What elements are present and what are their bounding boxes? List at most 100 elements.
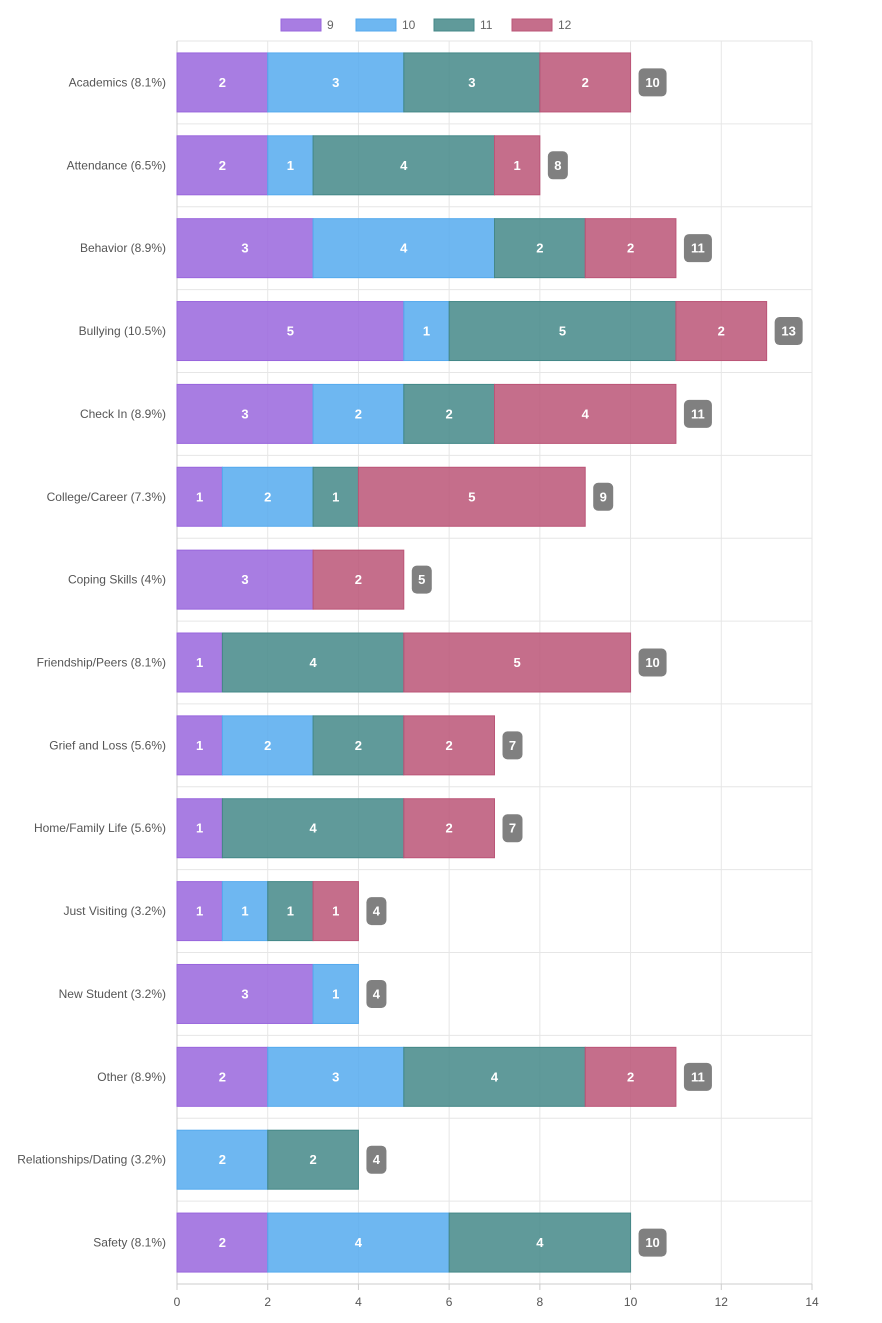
legend-swatch-10 (355, 18, 397, 32)
bar-segment-9 (176, 963, 314, 1024)
bar-segment-12 (403, 632, 632, 693)
category-label: Bullying (10.5%) (79, 324, 166, 338)
bars: 2 3 3 2 102 1 4 1 83 4 2 2 115 1 5 2 133 2 2 4 111 2 1 5 93 2 51 4 5… (176, 52, 803, 1273)
segment-value-label: 5 (468, 489, 475, 504)
bar-segment-11 (312, 466, 359, 527)
segment-value-label: 2 (264, 489, 271, 504)
x-tick-label: 0 (174, 1295, 181, 1309)
segment-value-label: 5 (287, 324, 294, 339)
bar-segment-10 (312, 218, 496, 279)
bar-segment-10 (312, 383, 405, 444)
bar-segment-11 (403, 1046, 586, 1107)
total-badge (366, 897, 387, 926)
segment-value-label: 5 (514, 655, 521, 670)
category-label: Home/Family Life (5.6%) (34, 821, 166, 835)
segment-value-label: 4 (491, 1069, 499, 1084)
segment-value-label: 1 (287, 158, 294, 173)
segment-value-label: 1 (514, 158, 521, 173)
bar-segment-12 (584, 1046, 677, 1107)
total-badge (683, 399, 712, 428)
legend-swatch-9 (280, 18, 322, 32)
segment-value-label: 2 (446, 738, 453, 753)
total-badge (638, 1228, 667, 1257)
segment-value-label: 2 (219, 1235, 226, 1250)
bar-segment-11 (448, 1212, 632, 1273)
x-tick-label: 2 (264, 1295, 271, 1309)
category-label: Friendship/Peers (8.1%) (37, 656, 166, 670)
bar-segment-9 (176, 218, 314, 279)
segment-value-label: 2 (536, 241, 543, 256)
total-value-label: 5 (418, 572, 425, 587)
bar-segment-9 (176, 52, 269, 113)
legend-swatch-11 (433, 18, 475, 32)
bar-segment-10 (267, 1212, 450, 1273)
segment-value-label: 4 (309, 655, 317, 670)
legend-label: 11 (480, 18, 493, 32)
total-value-label: 10 (645, 655, 659, 670)
bar-segment-11 (221, 798, 405, 859)
segment-value-label: 5 (559, 324, 566, 339)
segment-value-label: 4 (309, 821, 317, 836)
segment-value-label: 2 (219, 1152, 226, 1167)
total-value-label: 4 (373, 986, 381, 1001)
total-value-label: 4 (373, 904, 381, 919)
bar-segment-10 (267, 1046, 405, 1107)
x-axis-labels: 0 2 4 6 8 10 12 14 (174, 1295, 819, 1309)
category-label: Grief and Loss (5.6%) (49, 738, 166, 752)
category-label: Relationships/Dating (3.2%) (17, 1153, 166, 1167)
total-badge (547, 151, 568, 180)
x-tick-label: 4 (355, 1295, 362, 1309)
bar-segment-9 (176, 632, 223, 693)
segment-value-label: 2 (627, 1069, 634, 1084)
segment-value-label: 3 (468, 75, 475, 90)
x-tick-label: 10 (624, 1295, 638, 1309)
segment-value-label: 2 (627, 241, 634, 256)
category-label: Academics (8.1%) (69, 75, 166, 89)
segment-value-label: 2 (264, 738, 271, 753)
segment-value-label: 2 (446, 821, 453, 836)
segment-value-label: 1 (423, 324, 430, 339)
segment-value-label: 2 (219, 158, 226, 173)
segment-value-label: 2 (355, 406, 362, 421)
bar-segment-11 (403, 52, 541, 113)
bar-segment-10 (221, 881, 269, 942)
category-label: Check In (8.9%) (80, 407, 166, 421)
bar-segment-12 (584, 218, 677, 279)
category-label: Safety (8.1%) (93, 1236, 166, 1250)
x-tick-label: 12 (715, 1295, 729, 1309)
segment-value-label: 4 (536, 1235, 544, 1250)
segment-value-label: 3 (241, 986, 248, 1001)
segment-value-label: 1 (287, 904, 294, 919)
total-value-label: 9 (600, 489, 607, 504)
bar-segment-11 (221, 632, 405, 693)
total-badge (683, 1062, 712, 1091)
x-tick-label: 8 (537, 1295, 544, 1309)
category-label: College/Career (7.3%) (47, 490, 166, 504)
legend-label: 10 (402, 18, 416, 32)
y-axis-labels: Academics (8.1%) Attendance (6.5%) Behavio… (17, 75, 166, 1249)
bar-segment-12 (494, 383, 677, 444)
segment-value-label: 1 (196, 738, 203, 753)
category-label: Just Visiting (3.2%) (64, 904, 167, 918)
total-badge (502, 814, 523, 843)
segment-value-label: 3 (241, 406, 248, 421)
bar-segment-9 (176, 1212, 269, 1273)
category-label: Coping Skills (4%) (68, 573, 166, 587)
bar-segment-10 (221, 466, 314, 527)
bar-segment-9 (176, 135, 269, 196)
total-badge (502, 731, 523, 760)
segment-value-label: 2 (355, 572, 362, 587)
x-tick-label: 6 (446, 1295, 453, 1309)
total-badge (774, 317, 803, 346)
total-value-label: 11 (691, 241, 705, 256)
total-badge (638, 648, 667, 677)
segment-value-label: 1 (196, 655, 203, 670)
segment-value-label: 4 (400, 241, 408, 256)
total-value-label: 11 (691, 406, 705, 421)
bar-segment-10 (267, 135, 314, 196)
segment-value-label: 4 (582, 406, 590, 421)
bar-segment-12 (494, 135, 541, 196)
bar-segment-9 (176, 715, 223, 776)
bar-segment-12 (403, 798, 495, 859)
category-label: New Student (3.2%) (59, 987, 166, 1001)
